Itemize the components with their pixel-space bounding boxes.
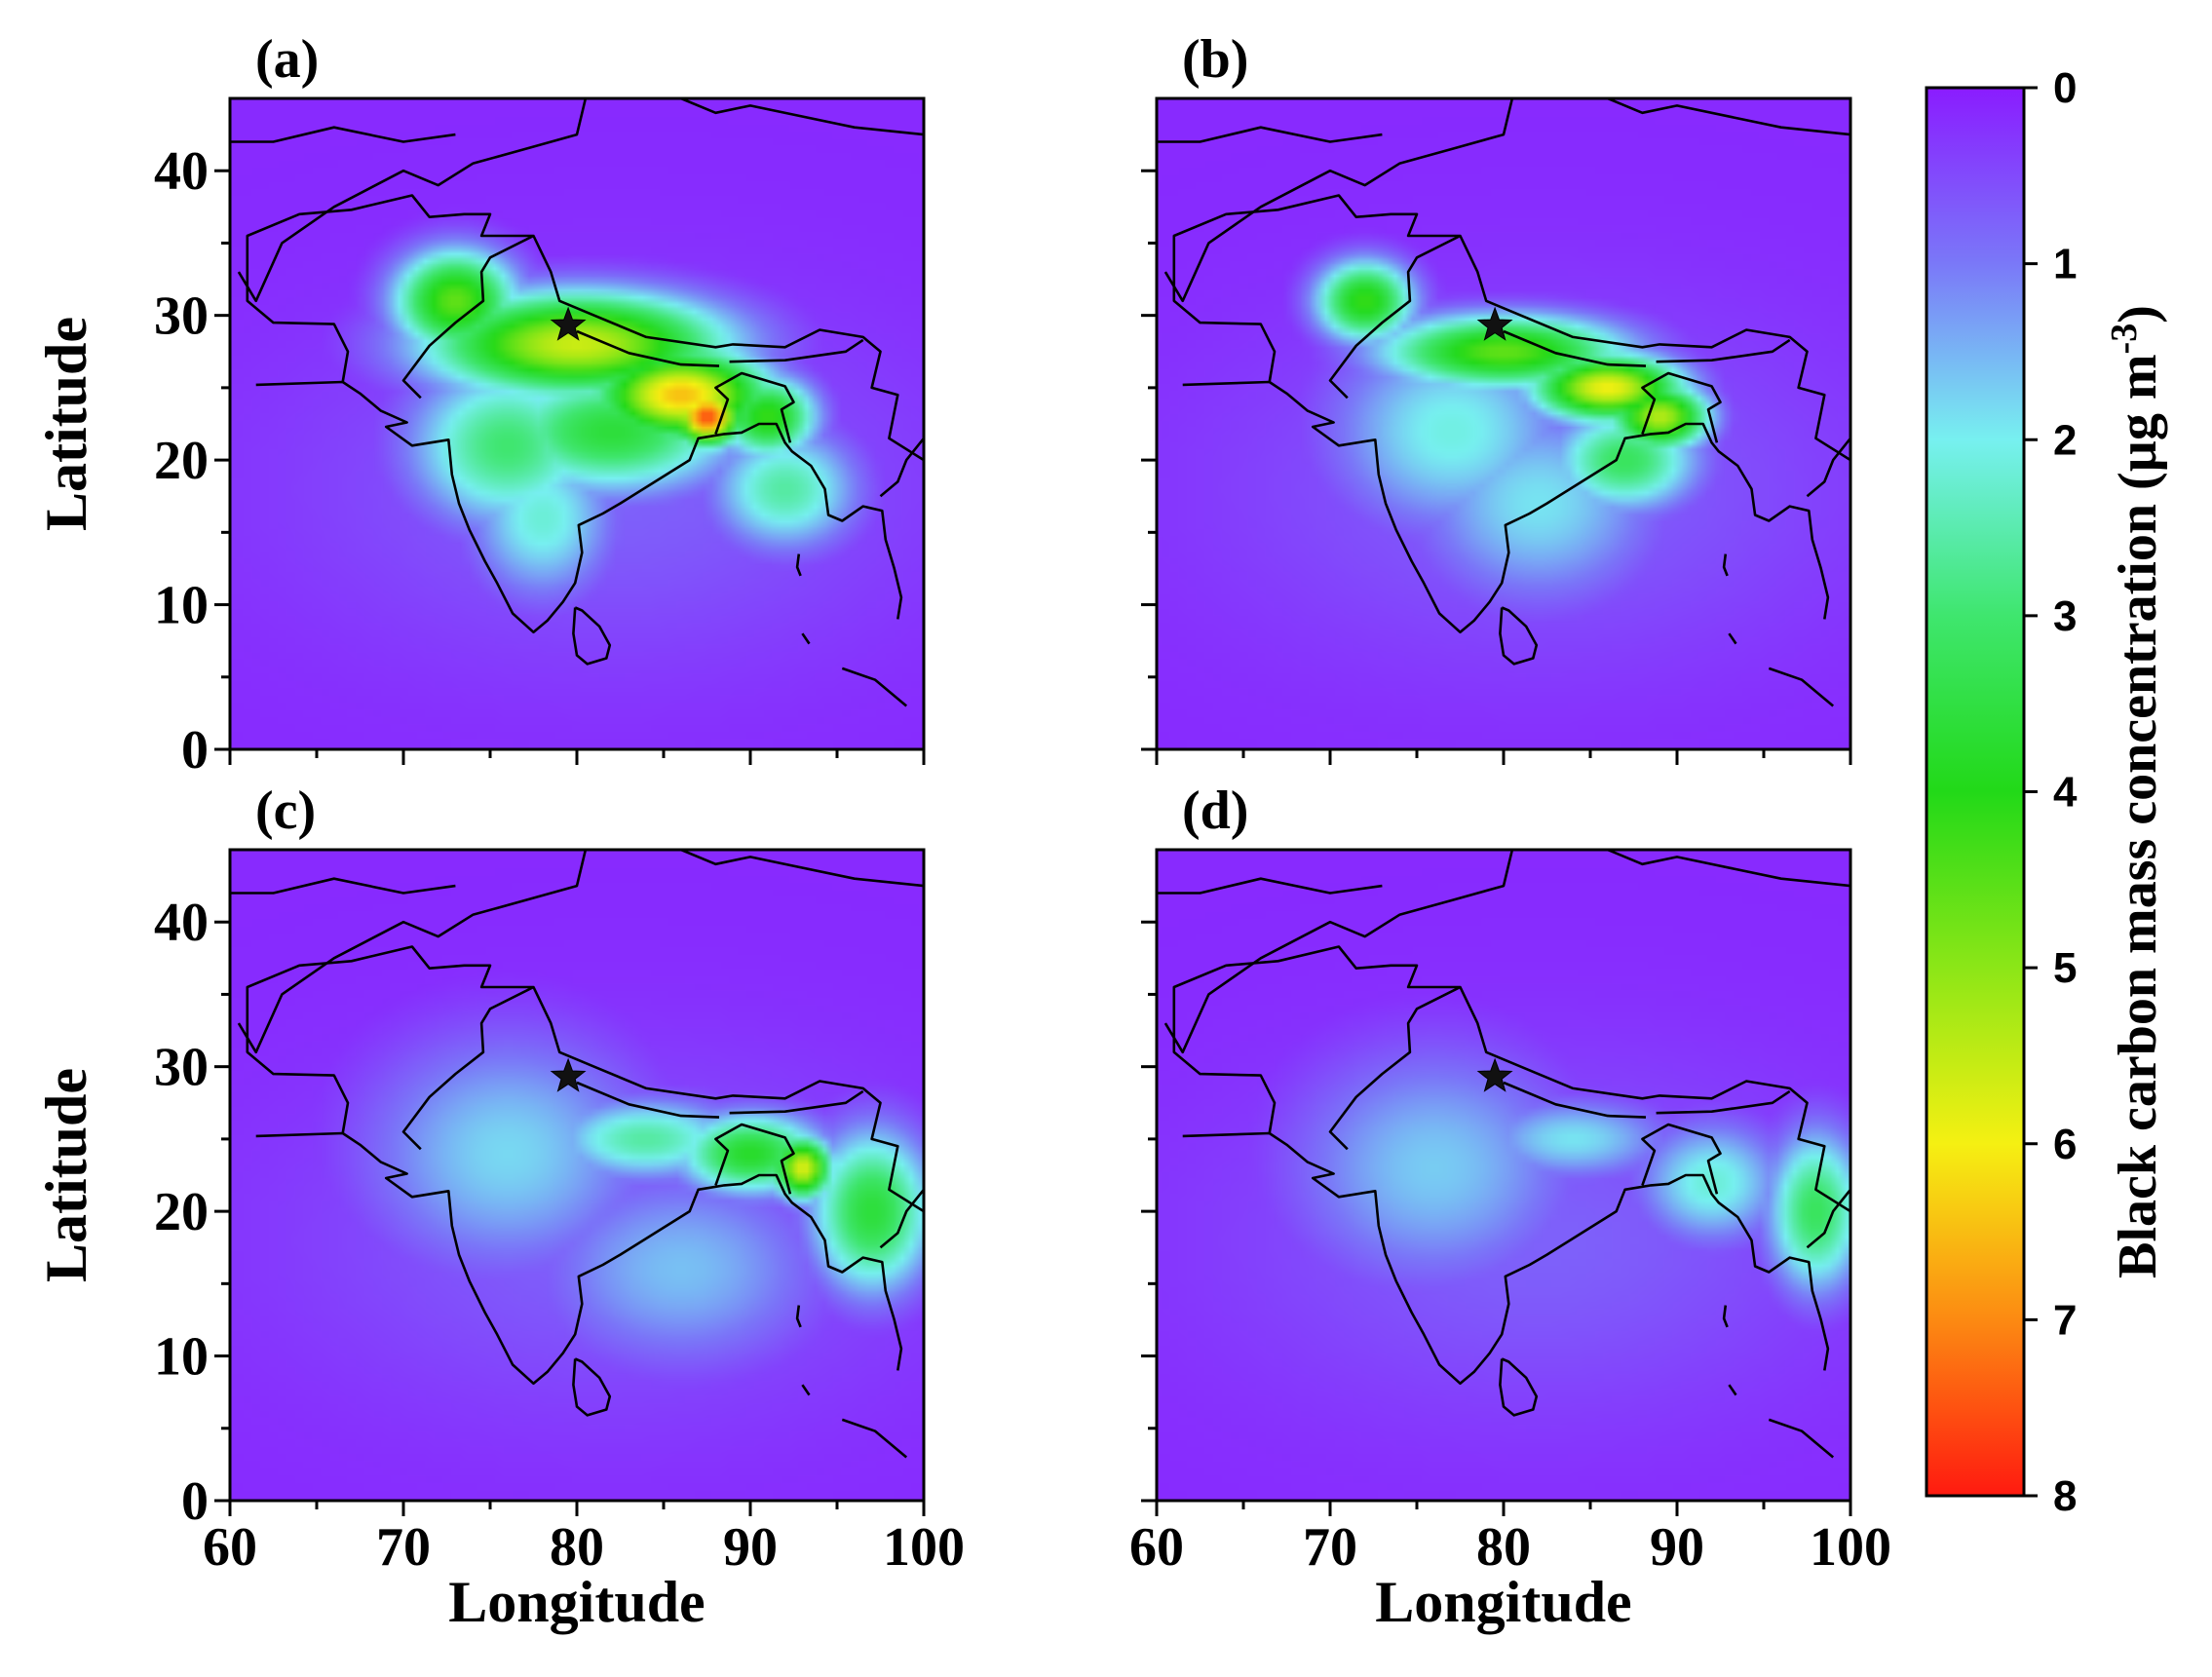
axis-ticks-c bbox=[214, 920, 926, 1516]
y-tick-label: 20 bbox=[154, 431, 209, 491]
y-tick-label: 0 bbox=[181, 1471, 209, 1532]
colorbar-tick-label: 0 bbox=[2053, 64, 2077, 112]
colorbar: 0 1 2 3 4 5 6 7 8 Black carbon mass concentration… bbox=[1925, 64, 2168, 1520]
y-tick-label: 30 bbox=[154, 286, 209, 347]
coastline-borders-b bbox=[1157, 98, 1850, 707]
colorbar-tick-label: 6 bbox=[2053, 1121, 2077, 1168]
y-tick-label: 40 bbox=[154, 141, 209, 202]
map-panel-d: (d) 60 70 80 90 100 Longitude bbox=[1129, 781, 1891, 1634]
x-tick-label: 60 bbox=[1129, 1517, 1184, 1578]
y-tick-label: 20 bbox=[154, 1182, 209, 1242]
y-tick-label: 40 bbox=[154, 893, 209, 953]
y-axis-title: Latitude bbox=[34, 317, 98, 531]
map-panel-a: (a) 0 10 20 30 40 Latitude bbox=[34, 29, 926, 781]
x-tick-label: 80 bbox=[1476, 1517, 1531, 1578]
site-star-marker bbox=[550, 1057, 587, 1092]
x-tick-label: 90 bbox=[723, 1517, 778, 1578]
colorbar-tick-label: 8 bbox=[2053, 1472, 2077, 1520]
colorbar-gradient bbox=[1925, 86, 2026, 1498]
x-tick-label: 70 bbox=[1303, 1517, 1357, 1578]
colorbar-title: Black carbon mass concentration (µg m-3) bbox=[2104, 305, 2168, 1278]
coastline-borders-d bbox=[1157, 850, 1850, 1459]
panel-label-a: (a) bbox=[255, 29, 319, 90]
x-tick-label: 100 bbox=[1810, 1517, 1891, 1578]
axis-ticks-d bbox=[1141, 920, 1852, 1516]
colorbar-tick-label: 1 bbox=[2053, 241, 2077, 288]
axis-ticks-b bbox=[1141, 169, 1852, 765]
x-tick-label: 90 bbox=[1650, 1517, 1704, 1578]
y-tick-label: 10 bbox=[154, 576, 209, 636]
map-panel-b: (b) bbox=[1141, 29, 1852, 765]
colorbar-tick-label: 4 bbox=[2053, 769, 2078, 817]
x-tick-label: 60 bbox=[203, 1517, 257, 1578]
colorbar-tick-label: 7 bbox=[2053, 1296, 2077, 1344]
site-star-marker bbox=[550, 306, 587, 341]
site-star-marker bbox=[1476, 1057, 1513, 1092]
colorbar-tick-label: 5 bbox=[2053, 944, 2077, 992]
colorbar-tick-label: 3 bbox=[2053, 592, 2077, 640]
map-panel-c: (c) 0 10 20 30 40 Latitude 60 70 80 90 100 Longitude bbox=[34, 781, 965, 1634]
panel-label-d: (d) bbox=[1182, 781, 1248, 841]
coastline-borders-a bbox=[230, 98, 924, 707]
x-tick-label: 100 bbox=[883, 1517, 965, 1578]
y-tick-label: 0 bbox=[181, 720, 209, 781]
y-tick-label: 30 bbox=[154, 1038, 209, 1098]
coastline-borders-c bbox=[230, 850, 924, 1459]
axis-ticks-a bbox=[214, 169, 926, 765]
panels-layer: (a) 0 10 20 30 40 Latitude (b) (c) 0 10 20 30 40 Latit… bbox=[34, 29, 1891, 1634]
y-tick-label: 10 bbox=[154, 1327, 209, 1388]
panel-label-b: (b) bbox=[1182, 29, 1248, 90]
x-tick-label: 70 bbox=[376, 1517, 431, 1578]
panel-label-c: (c) bbox=[255, 781, 316, 841]
x-axis-title: Longitude bbox=[1375, 1570, 1631, 1634]
x-tick-label: 80 bbox=[550, 1517, 604, 1578]
site-star-marker bbox=[1476, 306, 1513, 341]
x-axis-title: Longitude bbox=[448, 1570, 705, 1634]
y-axis-title: Latitude bbox=[34, 1068, 98, 1282]
colorbar-tick-label: 2 bbox=[2053, 416, 2077, 464]
